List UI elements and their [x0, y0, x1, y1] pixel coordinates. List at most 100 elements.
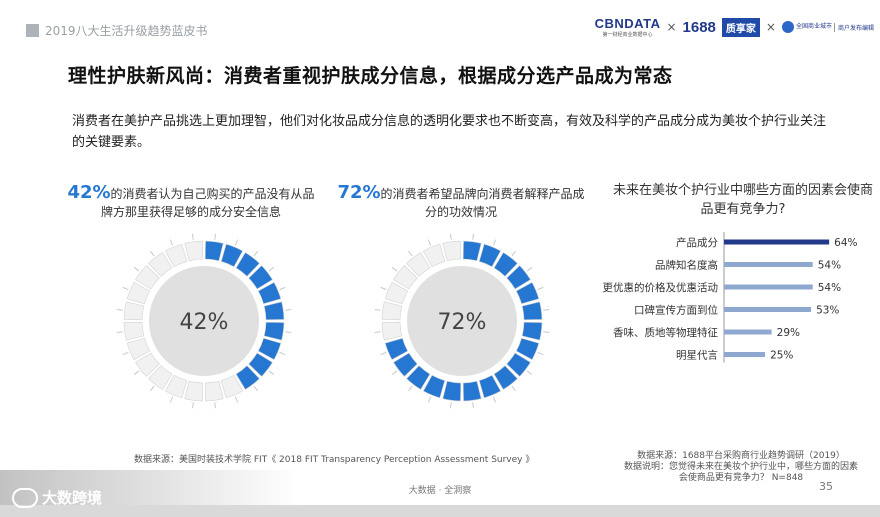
stat-1-text: 的消费者认为自己购买的产品没有从品牌方那里获得足够的成分安全信息: [100, 187, 315, 219]
bar-chart-title: 未来在美妆个护行业中哪些方面的因素会使商品更有竞争力?: [612, 183, 873, 217]
donut-segment-filled: [235, 365, 260, 390]
source-note-right-2: 数据说明：您觉得未来在美妆个护行业中，哪些方面的因素会使商品更有竞争力？ N=8…: [623, 462, 858, 483]
donut-segment-empty: [126, 281, 151, 305]
cbndata-logo: CBNDATA 第一财经商业数据中心: [595, 16, 661, 38]
report-header: 2019八大生活升级趋势蓝皮书: [26, 22, 208, 39]
source-note-right-1: 数据来源：1688平台采购商行业趋势调研（2019）: [637, 451, 845, 461]
donut-tick: [234, 239, 239, 246]
donut-segment-filled: [422, 374, 446, 399]
cbndata-logo-subtext: 第一财经商业数据中心: [602, 32, 653, 38]
stat-2-text: 的消费者希望品牌向消费者解释产品成分的功效情况: [380, 187, 585, 219]
donut-tick: [169, 239, 174, 246]
bar-value-label: 64%: [834, 237, 857, 249]
donut-segment-empty: [422, 243, 446, 268]
donut-tick: [526, 267, 533, 272]
bar-value-label: 25%: [770, 350, 793, 362]
donut-segment-filled: [462, 240, 482, 262]
donut-tick: [253, 385, 258, 392]
donut-tick: [526, 370, 533, 375]
donut-tick: [122, 351, 129, 356]
donut-segment-empty: [204, 380, 224, 402]
donut-segment-filled: [257, 281, 282, 305]
donut-tick: [214, 402, 216, 409]
donut-tick: [492, 239, 497, 246]
donut-tick: [472, 233, 474, 240]
donut-segment-empty: [135, 352, 160, 377]
donut-segment-filled: [462, 380, 482, 402]
bar: [724, 352, 766, 357]
donut-segment-empty: [123, 301, 145, 321]
donut-segment-empty: [442, 240, 462, 262]
donut-tick: [214, 233, 216, 240]
donut-tick: [408, 385, 413, 392]
source-note-right: 数据来源：1688平台采购商行业趋势调研（2019） 数据说明：您觉得未来在美妆…: [621, 451, 861, 484]
bar: [724, 284, 813, 290]
source-note-left: 数据来源：美国时装技术学院 FIT《 2018 FIT Transparency…: [134, 455, 535, 465]
donut-tick: [472, 402, 474, 409]
donut-segment-filled: [257, 337, 282, 361]
donut-segment-filled: [515, 281, 540, 305]
donut-tick: [391, 370, 398, 375]
stat-caption-2: 72%的消费者希望品牌向消费者解释产品成分的功效情况: [336, 184, 586, 221]
donut-tick: [380, 351, 387, 356]
bar-value-label: 54%: [818, 260, 841, 272]
donut-segment-filled: [384, 337, 409, 361]
donut-segment-filled: [506, 352, 531, 377]
donut-tick: [285, 309, 292, 311]
donut-segment-empty: [381, 301, 403, 321]
box-logo: 质享家: [721, 17, 760, 37]
donut-tick: [427, 396, 432, 403]
donut-segment-empty: [406, 252, 431, 277]
page-number: 35: [819, 480, 833, 493]
donut-segment-empty: [135, 265, 160, 290]
donut-segment-filled: [263, 321, 285, 341]
donut-tick: [380, 286, 387, 291]
donut-tick: [374, 331, 381, 333]
donut-tick: [268, 267, 275, 272]
donut-segment-filled: [442, 380, 462, 402]
logo-separator: ×: [666, 20, 677, 34]
donut-segment-empty: [184, 380, 204, 402]
partner-logos: CBNDATA 第一财经商业数据中心 × 1688 质享家 × 全国商业城市 商…: [595, 16, 874, 38]
donut-tick: [537, 351, 544, 356]
donut-chart-1: 42%: [116, 233, 292, 409]
bar-category-label: 更优惠的价格及优惠活动: [603, 281, 719, 294]
commerce-logo-mark-icon: [781, 21, 794, 33]
donut-tick: [116, 331, 123, 333]
donut-segment-empty: [148, 252, 173, 277]
donut-segment-filled: [263, 301, 285, 321]
donut-tick: [511, 385, 516, 392]
donut-segment-empty: [220, 374, 244, 399]
donut-tick: [279, 286, 286, 291]
donut-segment-filled: [521, 301, 543, 321]
donut-tick: [150, 250, 155, 257]
donut-segment-empty: [184, 240, 204, 262]
donut-segment-filled: [220, 243, 244, 268]
donut-segment-filled: [493, 365, 518, 390]
bar-category-label: 口碑宣传方面到位: [634, 304, 718, 317]
donut-tick: [234, 396, 239, 403]
donut-segment-filled: [204, 240, 224, 262]
bar: [724, 329, 772, 335]
footer-tagline: 大数据 · 全洞察: [408, 486, 472, 496]
donut-tick: [253, 250, 258, 257]
donut-tick: [285, 331, 292, 333]
donut-segment-filled: [521, 321, 543, 341]
donut-tick: [122, 286, 129, 291]
commerce-logo-text-1: 全国商业城市: [795, 22, 832, 30]
donut-center-label: 72%: [438, 310, 487, 335]
watermark: 大数跨境: [12, 487, 102, 508]
bar-value-label: 53%: [816, 305, 839, 317]
donut-segment-empty: [381, 321, 403, 341]
stat-caption-1: 42%的消费者认为自己购买的产品没有从品牌方那里获得足够的成分安全信息: [66, 184, 316, 221]
watermark-text: 大数跨境: [42, 489, 103, 507]
stat-1-percent: 42%: [67, 182, 111, 203]
donut-segment-empty: [393, 265, 418, 290]
donut-tick: [511, 250, 516, 257]
donut-tick: [169, 396, 174, 403]
donut-tick: [450, 233, 452, 240]
donut-segment-filled: [478, 374, 502, 399]
donut-tick: [543, 331, 550, 333]
donut-tick: [279, 351, 286, 356]
intro-paragraph: 消费者在美护产品挑选上更加理智，他们对化妆品成分信息的透明化要求也不断变高，有效…: [72, 114, 827, 150]
